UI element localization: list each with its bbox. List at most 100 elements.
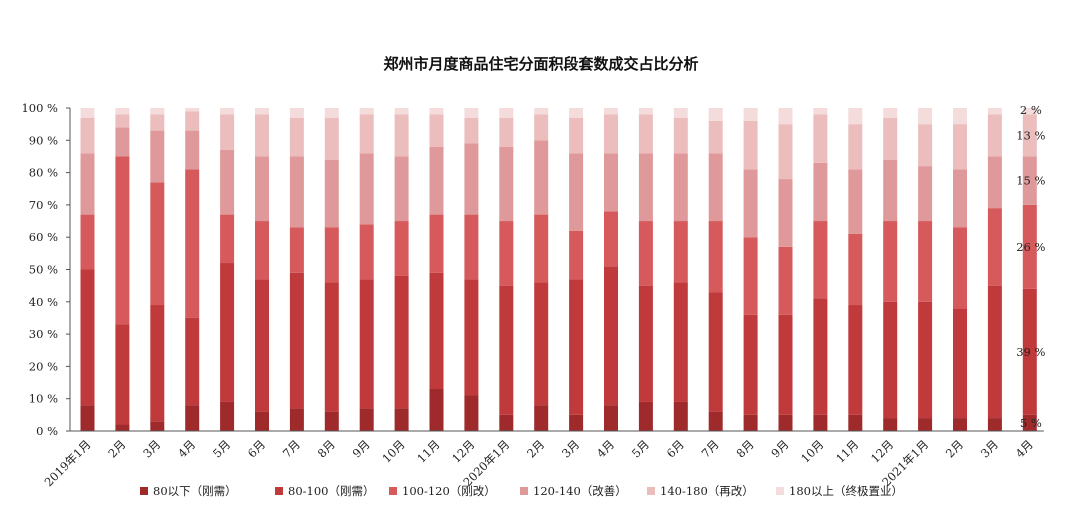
bar-segment [918, 301, 933, 419]
bar-segment [1022, 108, 1037, 115]
bar-segment [673, 153, 688, 222]
data-label: 2 % [1020, 103, 1042, 117]
bar-segment [778, 414, 793, 431]
bar-segment [953, 169, 967, 228]
bar-segment [743, 120, 758, 170]
bar-segment [534, 282, 549, 406]
y-tick-label: 0 % [36, 424, 58, 438]
x-tick-label: 11月 [833, 437, 861, 465]
bar-segment [534, 108, 549, 115]
bar-segment [953, 308, 967, 419]
bar-segment [604, 405, 618, 431]
data-labels: 5 % 39 % 26 % 15 % 13 % 2 % [1016, 103, 1045, 430]
bar-segment [324, 411, 339, 431]
x-tick-label: 12月 [868, 437, 896, 465]
x-tick-label: 4月 [594, 437, 617, 460]
bar-segment [918, 124, 933, 167]
bar-segment [534, 140, 549, 215]
bar-segment [918, 108, 933, 125]
y-tick-label: 50 % [29, 263, 58, 277]
bar-segment [1022, 414, 1037, 431]
bar-segment [883, 221, 898, 302]
x-tick-label: 2月 [105, 437, 128, 460]
y-tick-label: 90 % [29, 133, 58, 147]
bar-segment [255, 411, 269, 431]
bar-segment [883, 159, 898, 222]
y-tick-label: 80 % [29, 166, 58, 180]
bar-segment [569, 279, 584, 415]
x-tick-label: 2019年1月 [42, 437, 94, 489]
bar-segment [255, 114, 269, 157]
x-tick-label: 6月 [664, 437, 687, 460]
bar-segment [359, 108, 374, 115]
bar-segment [534, 214, 549, 283]
bar-segment [673, 401, 688, 431]
bar-segment [220, 108, 235, 115]
bar-segment [708, 108, 723, 121]
legend-swatch [520, 487, 528, 495]
bar-segment [394, 408, 409, 431]
bar-segment [569, 414, 584, 431]
bar-segment [185, 111, 200, 131]
bar-segment [743, 237, 758, 315]
x-tick-label: 2月 [524, 437, 547, 460]
x-tick-label: 6月 [245, 437, 268, 460]
bar-segment [185, 130, 200, 170]
bar-segment [813, 108, 828, 115]
bar-segment [464, 108, 479, 118]
bar-segment [604, 211, 618, 267]
data-label: 39 % [1016, 345, 1045, 359]
x-tick-label: 11月 [414, 437, 442, 465]
y-tick-label: 70 % [29, 198, 58, 212]
bar-segment [80, 405, 95, 431]
bar-segment [987, 208, 1002, 286]
bar-segment [708, 221, 723, 293]
x-tick-label: 4月 [175, 437, 198, 460]
bar-segment [534, 405, 549, 431]
bar-segment [743, 414, 758, 431]
bar-segment [289, 117, 304, 157]
bar-segment [987, 114, 1002, 157]
x-tick-label: 2月 [943, 437, 966, 460]
bar-segment [359, 224, 374, 280]
bar-segment [1022, 156, 1037, 205]
bar-segment [150, 108, 165, 115]
legend-swatch [647, 487, 655, 495]
bar-segment [289, 156, 304, 228]
bar-segment [673, 108, 688, 118]
bar-segment [638, 153, 653, 222]
bar-segment [394, 156, 409, 222]
bar-segment [394, 275, 409, 409]
y-tick-label: 40 % [29, 295, 58, 309]
bar-segment [464, 117, 479, 144]
bar-segment [359, 153, 374, 225]
bar-segment [185, 317, 200, 406]
bar-segment [220, 214, 235, 264]
x-tick-label: 3月 [978, 437, 1001, 460]
bar-segment [604, 153, 618, 212]
x-tick-label: 10月 [379, 437, 407, 465]
bar-segment [324, 282, 339, 412]
bar-segment [848, 305, 863, 415]
bar-segment [359, 114, 374, 154]
bar-segment [604, 114, 618, 154]
bar-segment [429, 389, 444, 431]
bar-segment [953, 108, 967, 125]
bar-segment [673, 117, 688, 154]
legend-label: 100-120（刚改） [402, 484, 496, 498]
bar-segment [324, 159, 339, 228]
bar-segment [115, 127, 130, 157]
x-tick-label: 7月 [699, 437, 722, 460]
bar-segment [708, 153, 723, 222]
bar-segment [673, 282, 688, 402]
bar-segment [953, 418, 967, 431]
legend-swatch [275, 487, 283, 495]
bar-segment [220, 149, 235, 215]
bar-segment [324, 108, 339, 118]
bar-segment [708, 120, 723, 154]
x-tick-label: 9月 [768, 437, 791, 460]
bar-segment [534, 114, 549, 141]
bar-segment [429, 146, 444, 215]
legend-label: 120-140（改善） [533, 484, 627, 498]
legend-swatch [776, 487, 784, 495]
